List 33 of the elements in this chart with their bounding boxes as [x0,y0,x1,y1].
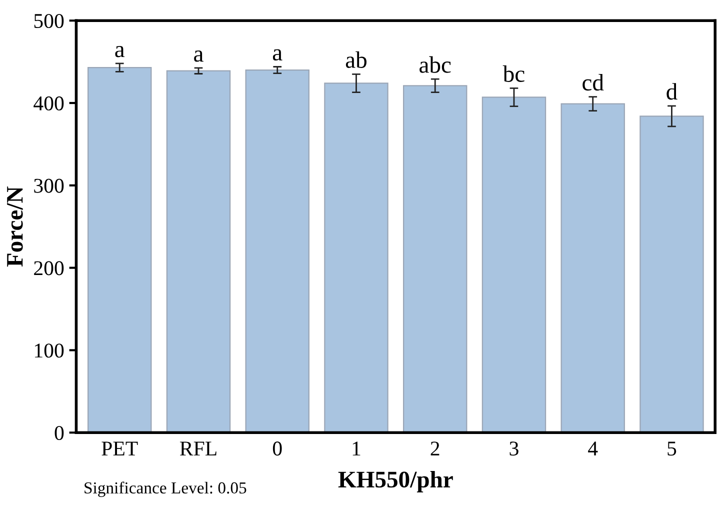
annotation: a [194,50,204,62]
y-tick-label: 400 [34,96,64,110]
y-axis-title: Force/N [7,186,23,267]
bar [482,96,546,433]
x-tick-label: RFL [180,442,216,456]
x-tick-label: 5 [668,442,676,456]
bar [245,69,310,433]
y-tick-label: 300 [34,178,64,193]
bar [560,103,625,433]
y-tick-label: 100 [35,344,64,358]
text: Significance Level: 0.05 [84,482,246,497]
bar [166,70,231,433]
x-tick-label: 2 [430,442,440,456]
x-tick-label: 0 [272,442,282,456]
y-tick-label: 200 [34,261,64,276]
x-tick-label: 1 [352,442,360,456]
x-tick-label: 3 [510,442,518,456]
annotation: abc [420,56,451,73]
annotation: bc [502,65,524,82]
x-axis-title: KH550/phr [338,470,453,492]
annotation: a [115,46,125,58]
bar [324,82,388,433]
y-tick-label: 0 [54,426,64,440]
y-tick-label: 500 [34,14,64,28]
bar [88,67,152,433]
annotation: cd [582,74,604,91]
bar [640,116,704,433]
annotation: d [666,83,678,100]
bar [403,85,468,433]
x-tick-label: PET [102,442,138,456]
annotation: ab [346,51,366,68]
annotation: a [272,49,282,61]
x-tick-label: 4 [588,442,598,456]
